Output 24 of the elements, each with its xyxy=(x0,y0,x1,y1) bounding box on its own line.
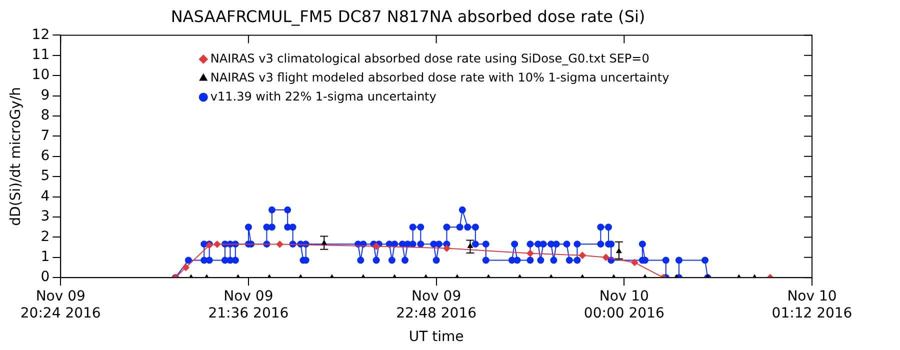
y-axis-title: dD(Si)/dt microGy/h xyxy=(8,86,24,226)
y-tick-label: 9 xyxy=(40,87,50,104)
x-tick-label: Nov 09 22:48 2016 xyxy=(396,288,477,322)
x-tick-label: Nov 09 20:24 2016 xyxy=(20,288,101,322)
y-tick-label: 6 xyxy=(40,148,50,164)
x-tick-label: Nov 09 21:36 2016 xyxy=(208,288,289,322)
y-tick-label: 10 xyxy=(32,67,50,84)
x-axis-title: UT time xyxy=(408,329,464,346)
y-tick-label: 8 xyxy=(40,108,50,124)
y-tick-label: 2 xyxy=(40,228,50,245)
y-tick-label: 7 xyxy=(40,128,50,144)
y-tick-label: 4 xyxy=(40,188,50,204)
x-tick-label: Nov 10 00:00 2016 xyxy=(584,288,664,322)
y-tick-label: 3 xyxy=(40,208,50,225)
y-tick-label: 0 xyxy=(40,269,50,286)
y-tick-label: 1 xyxy=(40,249,50,266)
y-tick-label: 12 xyxy=(32,26,50,43)
chart-title: NASAAFRCMUL_FM5 DC87 N817NA absorbed dose rate (Si) xyxy=(170,6,646,26)
y-tick-label: 5 xyxy=(40,168,50,184)
x-tick-label: Nov 10 01:12 2016 xyxy=(772,288,852,322)
legend-label: v11.39 with 22% 1-sigma uncertainty xyxy=(210,89,436,104)
legend-label: NAIRAS v3 flight modeled absorbed dose rate with 10% 1-sigma uncertainty xyxy=(210,70,670,84)
legend-label: NAIRAS v3 climatological absorbed dose rate using SiDose_G0.txt SEP=0 xyxy=(210,51,650,66)
y-tick-label: 11 xyxy=(32,47,50,64)
